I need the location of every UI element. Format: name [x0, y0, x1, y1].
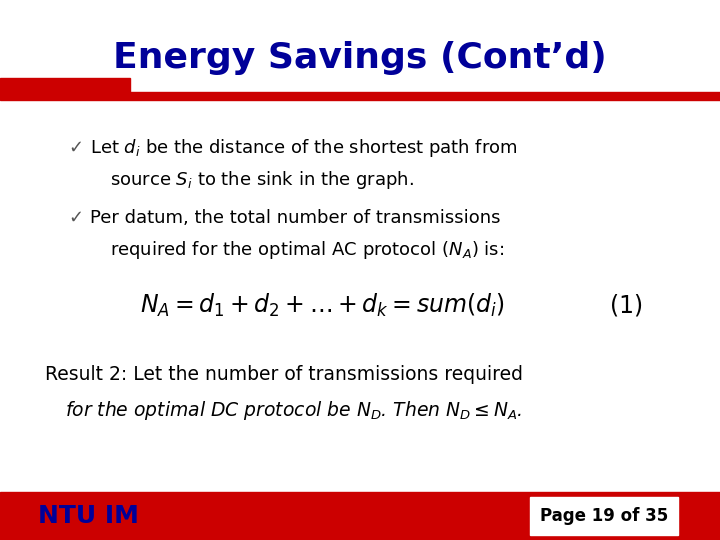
Text: Per datum, the total number of transmissions: Per datum, the total number of transmiss…: [90, 209, 500, 227]
Text: Page 19 of 35: Page 19 of 35: [540, 507, 668, 525]
Text: ✓: ✓: [68, 139, 83, 157]
Text: Result 2: Let the number of transmissions required: Result 2: Let the number of transmission…: [45, 366, 523, 384]
Text: source $S_i$ to the sink in the graph.: source $S_i$ to the sink in the graph.: [110, 169, 414, 191]
Bar: [682, 496, 716, 536]
Text: required for the optimal AC protocol ($N_A$) is:: required for the optimal AC protocol ($N…: [110, 239, 504, 261]
Bar: [530, 497, 678, 535]
Text: for the optimal DC protocol be $N_D$. Then $N_D \leq N_A$.: for the optimal DC protocol be $N_D$. Th…: [65, 399, 522, 422]
Text: Let $d_i$ be the distance of the shortest path from: Let $d_i$ be the distance of the shortes…: [90, 137, 518, 159]
Text: NTU IM: NTU IM: [38, 504, 139, 528]
Bar: [0, 492, 720, 540]
Text: (1): (1): [610, 293, 643, 317]
Bar: [4, 497, 32, 535]
Text: Energy Savings (Cont’d): Energy Savings (Cont’d): [113, 41, 607, 75]
Text: ✓: ✓: [68, 209, 83, 227]
Bar: [0, 92, 720, 100]
Text: $N_A = d_1 + d_2 + \ldots + d_k = \mathit{sum}(d_i)$: $N_A = d_1 + d_2 + \ldots + d_k = \mathi…: [140, 292, 505, 319]
Bar: [0, 78, 130, 96]
